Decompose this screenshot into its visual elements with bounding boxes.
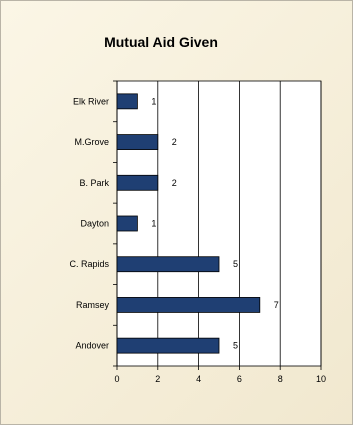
bar: [116, 337, 220, 354]
bar: [116, 256, 220, 273]
x-tick-label: 10: [316, 374, 326, 384]
chart-title: Mutual Aid Given: [104, 34, 218, 50]
bar: [116, 134, 159, 150]
category-label: C. Rapids: [69, 259, 109, 269]
data-label: 2: [172, 178, 177, 188]
data-label: 1: [151, 96, 156, 106]
x-tick-label: 0: [114, 374, 119, 384]
data-label: 1: [151, 219, 156, 229]
category-label: B. Park: [79, 178, 109, 188]
x-tick-label: 8: [278, 374, 283, 384]
bar: [116, 93, 138, 110]
x-tick-label: 6: [237, 374, 242, 384]
data-label: 5: [233, 341, 238, 351]
bar: [116, 174, 159, 191]
plot-area: [116, 80, 322, 367]
bar: [116, 297, 261, 313]
category-label: Dayton: [80, 219, 109, 229]
bar: [116, 215, 138, 232]
data-label: 5: [233, 259, 238, 269]
category-label: Andover: [75, 341, 109, 351]
data-label: 7: [274, 300, 279, 310]
x-tick-label: 2: [155, 374, 160, 384]
category-label: Elk River: [73, 96, 109, 106]
category-label: M.Grove: [74, 137, 109, 147]
x-tick-label: 4: [196, 374, 201, 384]
data-label: 2: [172, 137, 177, 147]
category-label: Ramsey: [76, 300, 110, 310]
